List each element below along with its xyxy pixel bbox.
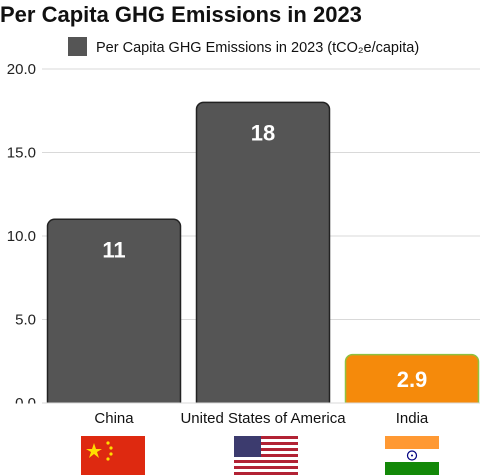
legend-label: Per Capita GHG Emissions in 2023 (tCO₂e/… [96,40,419,56]
y-tick-label: 5.0 [15,312,36,329]
value-label: 2.9 [397,367,428,392]
legend-swatch [68,37,87,56]
y-tick-label: 15.0 [7,145,36,162]
value-label: 11 [102,237,125,262]
legend: Per Capita GHG Emissions in 2023 (tCO₂e/… [68,37,419,56]
bar-united-states-of-america [195,101,331,410]
value-label: 18 [251,120,275,145]
chart-title: Per Capita GHG Emissions in 2023 [0,2,362,27]
category-label: United States of America [180,410,346,427]
y-tick-label: 20.0 [7,61,36,78]
baseline-mask [0,403,480,412]
china-flag-icon [81,436,145,475]
y-tick-label: 10.0 [7,228,36,245]
usa-flag-icon [234,436,298,475]
bars [0,101,480,412]
india-flag-icon [385,436,439,475]
category-labels: China United States of America India [94,410,429,427]
category-label: India [396,410,429,427]
value-labels: 11 18 2.9 [102,120,427,391]
category-label: China [94,410,134,427]
y-axis-ticks: 0.05.010.015.020.0 [7,61,36,412]
